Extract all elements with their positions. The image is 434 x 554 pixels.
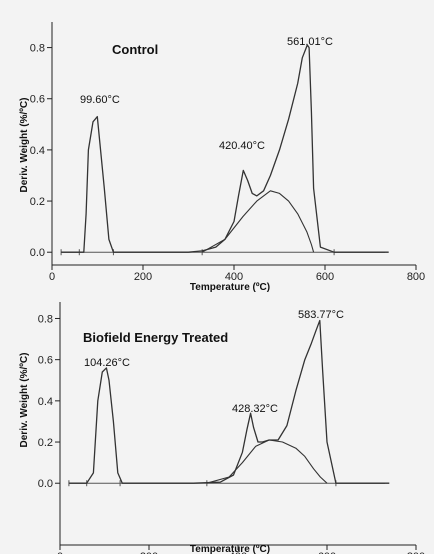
deconvolution-curve bbox=[206, 439, 328, 484]
x-tick-label: 800 bbox=[407, 551, 425, 554]
y-tick-label: 0.4 bbox=[30, 145, 45, 157]
panel-title: Biofield Energy Treated bbox=[83, 330, 228, 345]
x-axis-title: Temperature (ºC) bbox=[190, 282, 270, 293]
dtg-curve bbox=[61, 44, 389, 253]
y-tick-label: 0.6 bbox=[38, 355, 53, 367]
chart-biofield-treated: Biofield Energy Treated Temperature (ºC)… bbox=[19, 302, 425, 554]
x-tick-label: 600 bbox=[318, 551, 336, 554]
y-tick-label: 0.8 bbox=[38, 313, 53, 325]
y-tick-label: 0.4 bbox=[38, 396, 53, 408]
deconvolution-curve bbox=[201, 190, 315, 253]
x-tick-label: 200 bbox=[134, 271, 152, 283]
x-tick-label: 400 bbox=[229, 551, 247, 554]
y-axis-title: Deriv. Weight (%/ºC) bbox=[19, 98, 30, 193]
y-axis-title: Deriv. Weight (%/ºC) bbox=[19, 353, 30, 448]
y-tick-label: 0.6 bbox=[30, 94, 45, 106]
x-tick-label: 800 bbox=[407, 271, 425, 283]
y-tick-label: 0.0 bbox=[30, 247, 45, 259]
peak-label-2: 420.40°C bbox=[219, 140, 265, 152]
y-tick-label: 0.2 bbox=[30, 196, 45, 208]
chart-control: Control Temperature (ºC) Deriv. Weight (… bbox=[19, 22, 425, 293]
x-axis-title: Temperature (ºC) bbox=[190, 544, 270, 554]
peak-label-1: 99.60°C bbox=[80, 94, 120, 106]
x-tick-label: 0 bbox=[57, 551, 63, 554]
y-tick-label: 0.8 bbox=[30, 43, 45, 55]
x-tick-label: 400 bbox=[225, 271, 243, 283]
peak-label-3: 583.77°C bbox=[298, 309, 344, 321]
panel-title: Control bbox=[112, 42, 158, 57]
x-tick-label: 600 bbox=[316, 271, 334, 283]
peak-label-2: 428.32°C bbox=[232, 403, 278, 415]
dtg-curve bbox=[68, 319, 390, 484]
peak-label-1: 104.26°C bbox=[84, 357, 130, 369]
peak-label-3: 561.01°C bbox=[287, 36, 333, 48]
x-tick-label: 0 bbox=[49, 271, 55, 283]
y-tick-label: 0.2 bbox=[38, 437, 53, 449]
x-tick-label: 200 bbox=[140, 551, 158, 554]
y-tick-label: 0.0 bbox=[38, 478, 53, 490]
